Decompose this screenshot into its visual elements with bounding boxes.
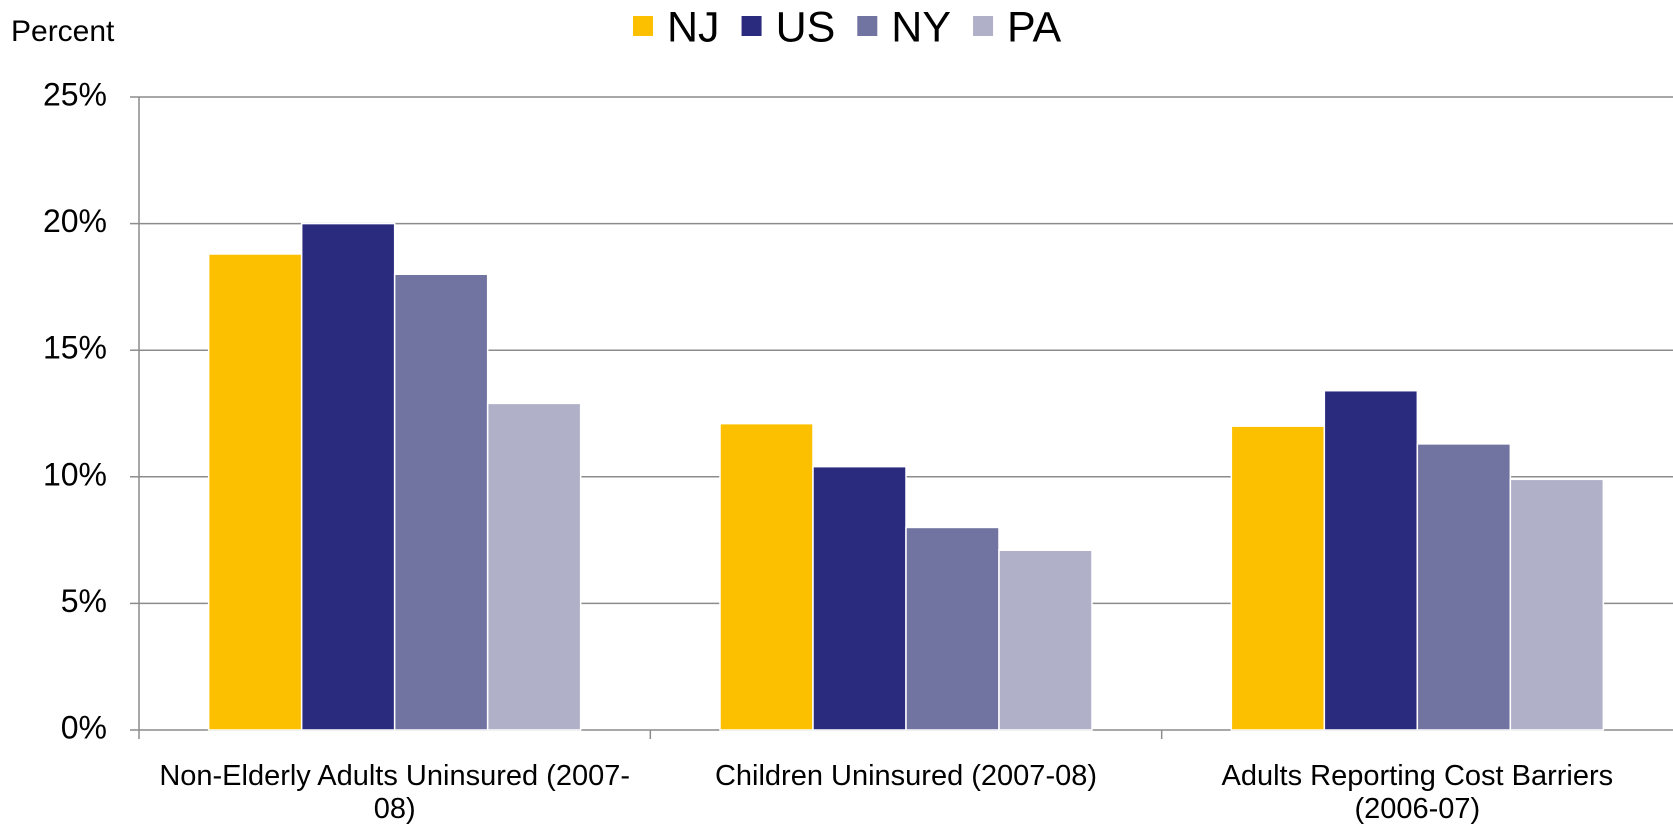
bar [719,422,814,731]
legend-label: PA [1007,3,1061,51]
y-tick-label: 25% [43,76,107,112]
x-tick-label: Children Uninsured (2007-08) [714,760,1098,792]
bar [300,222,396,731]
x-tick-label: Non-Elderly Adults Uninsured (2007-08) [159,760,630,825]
bar [393,273,489,731]
bar [1230,425,1326,731]
bar [998,549,1093,731]
legend-swatch [633,16,653,36]
y-tick-label: 0% [61,709,107,745]
bar [1509,478,1605,731]
y-tick-label: 20% [43,203,107,239]
bar [486,402,582,731]
legend-label: NY [891,3,951,51]
legend-label: US [776,3,836,51]
y-axis-label: Percent [11,15,115,48]
y-tick-label: 10% [43,456,107,492]
bar [1416,443,1512,731]
bar [1323,389,1419,731]
legend-swatch [973,16,994,36]
legend-swatch [857,16,878,36]
bar [905,526,1000,731]
bar [207,253,303,731]
x-tick-label: Adults Reporting Cost Barriers (2006-07) [1221,760,1614,825]
y-tick-label: 5% [61,583,107,619]
y-tick-label: 15% [43,330,107,366]
legend-label: NJ [667,3,720,51]
bar [812,465,907,731]
legend-swatch [741,16,762,36]
